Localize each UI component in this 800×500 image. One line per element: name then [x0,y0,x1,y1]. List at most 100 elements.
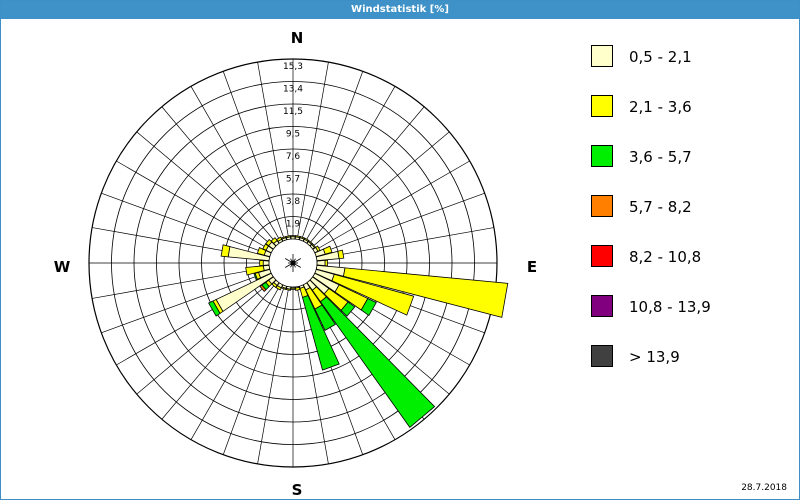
wind-bar-segment [343,267,509,318]
center-dot [290,260,296,266]
ring-label: 15,3 [283,62,303,72]
legend-item: > 13,9 [591,345,791,370]
grid-spoke [101,270,271,334]
wind-bar-segment [340,301,356,317]
wind-bar-segment [295,235,301,238]
wind-bar-segment [316,259,326,267]
legend-label: 0,5 - 2,1 [629,48,692,66]
wind-bar-segment [290,235,296,238]
legend-item: 10,8 - 13,9 [591,295,791,320]
window-title: Windstatistik [%] [1,1,799,19]
legend-swatch [591,245,613,267]
grid-spoke [304,86,396,243]
wind-bar-segment [315,245,321,252]
wind-bar-segment [280,235,287,240]
wind-bar-segment [270,237,278,244]
wind-rose-chart: 1,9 3,8 5,7 7,6 9,5 11,5 13,4 15,3 N E S W [54,29,537,499]
grid-spoke [308,106,425,245]
wind-bar-segment [360,297,377,316]
wind-bar-segment [324,259,328,267]
grid-spoke [222,285,286,455]
ring-label: 13,4 [283,85,303,95]
west-label: W [54,258,71,276]
wind-bar-segment [262,243,269,251]
grid-spoke [315,192,485,256]
ring-label: 3,8 [286,197,301,207]
wind-bar-segment [259,259,264,267]
wind-bar-segment [302,294,340,371]
wind-bar-segment [285,235,291,238]
grid-spoke [101,192,271,256]
ring-label: 9,5 [286,130,300,140]
grid-spoke [296,286,329,464]
legend-swatch [591,345,613,367]
wind-bar-segment [290,287,296,290]
legend-swatch [591,145,613,167]
south-label: S [292,481,303,499]
wind-bar-segment [319,296,436,428]
grid-spoke [257,62,290,240]
wind-bars [208,235,509,428]
grid-spoke [161,106,278,245]
legend-swatch [591,95,613,117]
legend-swatch [591,45,613,67]
wind-bar-segment [285,288,291,291]
legend-label: 8,2 - 10,8 [629,248,702,266]
legend-item: 3,6 - 5,7 [591,145,791,170]
legend-label: 2,1 - 3,6 [629,98,692,116]
grid-spoke [190,283,282,440]
wind-bar-segment [276,236,283,242]
grid-spoke [296,62,329,240]
ring-label: 1,9 [286,220,301,230]
grid-spoke [311,131,450,248]
legend-item: 5,7 - 8,2 [591,195,791,220]
wind-bar-segment [208,300,221,317]
legend-swatch [591,195,613,217]
wind-bar-segment [311,243,316,249]
grid-spoke [190,86,282,243]
center-hub [268,238,318,288]
ring-label: 5,7 [286,175,300,185]
grid-spoke [116,160,273,252]
wind-bar-segment [303,237,310,242]
grid-spoke [136,278,275,395]
ring-label: 7,6 [286,152,301,162]
north-label: N [291,29,304,47]
grid-spoke [313,160,470,252]
east-label: E [527,258,537,276]
legend-item: 8,2 - 10,8 [591,245,791,270]
wind-bar-segment [220,244,231,258]
ring-labels: 1,9 3,8 5,7 7,6 9,5 11,5 13,4 15,3 [283,62,303,230]
legend-item: 0,5 - 2,1 [591,45,791,70]
wind-bar-segment [307,240,313,245]
legend-label: 5,7 - 8,2 [629,198,692,216]
legend-swatch [591,295,613,317]
wind-bar-segment [253,272,258,281]
grid-spoke [257,286,290,464]
grid-spoke [316,227,494,260]
date-stamp: 28.7.2018 [741,483,787,493]
wind-bar-segment [337,249,345,260]
legend-item: 2,1 - 3,6 [591,95,791,120]
wind-bar-segment [245,265,265,276]
wind-bar-segment [259,284,267,292]
legend-label: 3,6 - 5,7 [629,148,692,166]
wind-bar-segment [271,282,278,288]
wind-bar-segment [262,260,270,266]
legend-label: > 13,9 [629,348,680,366]
wind-bar-segment [294,286,301,291]
legend-label: 10,8 - 13,9 [629,298,711,316]
grid-spoke [300,71,364,241]
grid-spoke [136,131,275,248]
ring-label: 11,5 [283,107,303,117]
wind-bar-segment [256,247,267,256]
grid-spoke [161,281,278,420]
wind-bar-segment [265,238,273,247]
wind-bar-segment [331,273,415,316]
grid-spoke [92,266,270,299]
legend: 0,5 - 2,1 2,1 - 3,6 3,6 - 5,7 5,7 - 8,2 … [591,45,791,395]
wind-bar-segment [322,245,333,255]
grid-spoke [222,71,286,241]
wind-bar-segment [314,304,336,331]
